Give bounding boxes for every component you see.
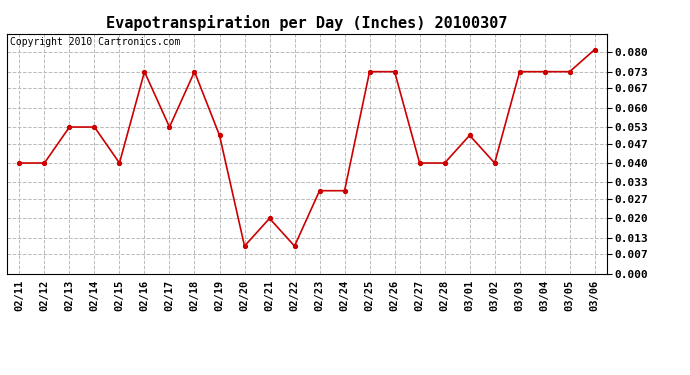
Text: Copyright 2010 Cartronics.com: Copyright 2010 Cartronics.com <box>10 38 180 47</box>
Title: Evapotranspiration per Day (Inches) 20100307: Evapotranspiration per Day (Inches) 2010… <box>106 15 508 31</box>
